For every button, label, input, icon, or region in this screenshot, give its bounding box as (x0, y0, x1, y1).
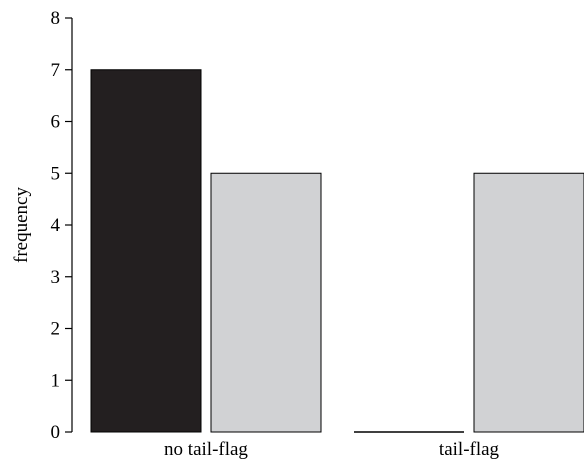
y-axis: 0 1 2 3 4 5 6 7 8 (51, 8, 73, 443)
y-tick-label: 7 (51, 60, 61, 81)
bars (90, 69, 584, 433)
y-tick-label: 8 (51, 8, 61, 29)
y-tick-label: 0 (51, 422, 61, 443)
bar-no-tail-flag-series-2 (210, 172, 322, 433)
y-tick-label: 4 (51, 215, 61, 236)
y-axis-label: frequency (11, 187, 32, 263)
x-tick-label: tail-flag (439, 439, 500, 460)
y-ticks: 0 1 2 3 4 5 6 7 8 (51, 8, 72, 443)
x-tick-label: no tail-flag (164, 439, 248, 460)
y-tick-label: 3 (51, 267, 61, 288)
y-tick-label: 5 (51, 163, 61, 184)
y-tick-label: 2 (51, 319, 61, 340)
bar-tail-flag-series-2 (473, 172, 584, 433)
x-tick-labels: no tail-flag tail-flag (164, 439, 500, 460)
y-tick-label: 6 (51, 112, 61, 133)
y-tick-label: 1 (51, 370, 61, 391)
bar-no-tail-flag-series-1 (90, 69, 202, 433)
